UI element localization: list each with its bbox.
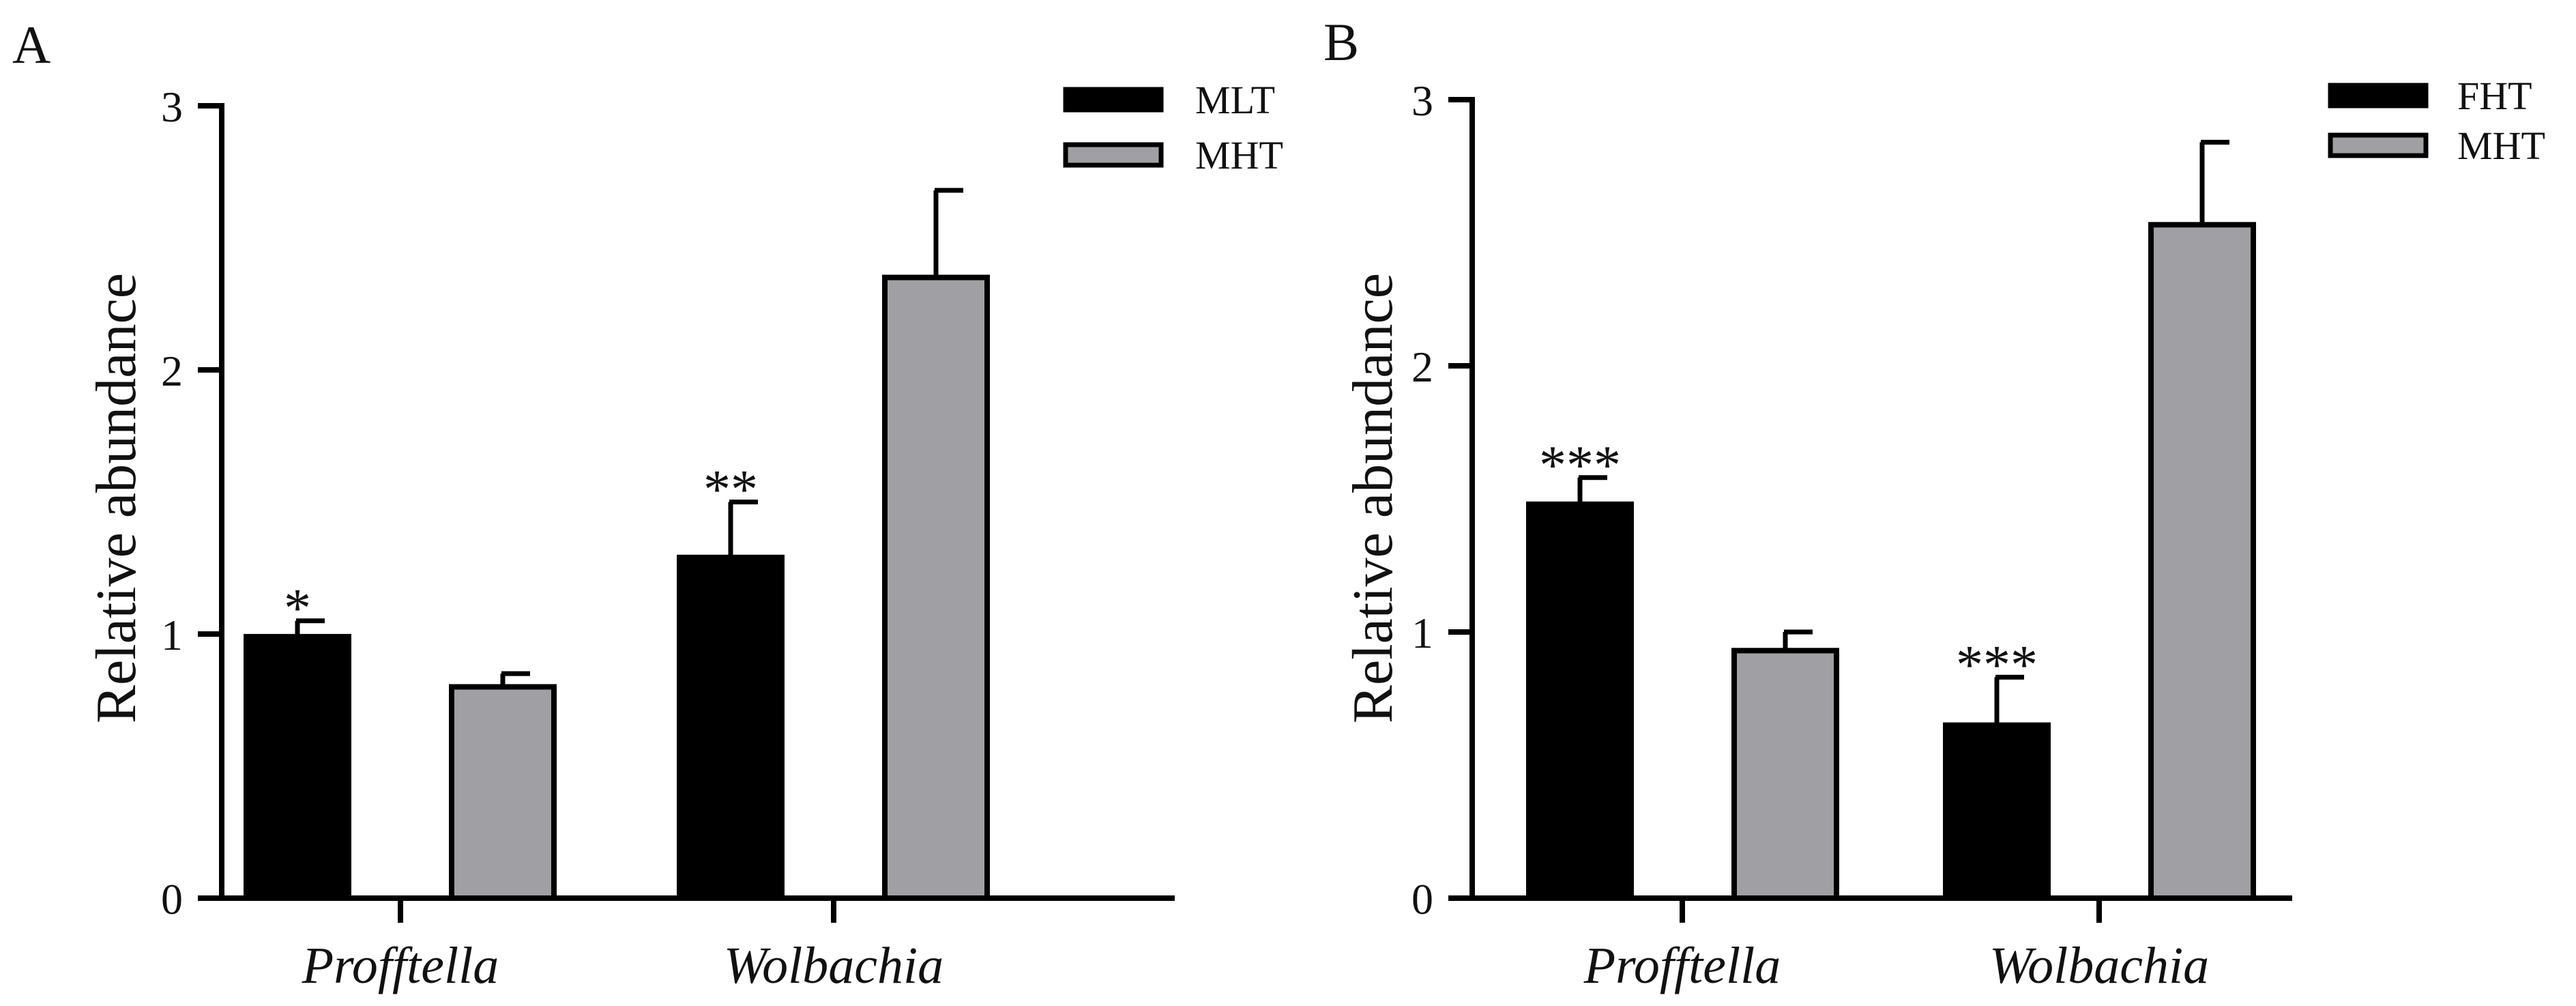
chart-panel-a: A Relative abundance 3 2 1 0 Profftella … [12, 15, 1283, 994]
y-axis-label-b: Relative abundance [1341, 273, 1405, 723]
error-bars-a [295, 188, 963, 687]
bar-b-profftella-mht [1731, 648, 1839, 901]
y-axis-b: 3 2 1 0 [1411, 76, 1475, 923]
significance-marker-b-wolbachia: *** [1956, 635, 2038, 695]
x-axis-b: Profftella Wolbachia [1469, 895, 2292, 994]
legend-swatch-a-mlt [1063, 87, 1164, 113]
y-tick-label-a-2: 2 [161, 347, 183, 395]
bar-a-profftella-mlt [244, 633, 351, 901]
significance-marker-a-wolbachia: ** [703, 460, 758, 520]
significance-marker-a-profftella: * [284, 579, 311, 639]
y-tick-label-b-0: 0 [1411, 875, 1433, 923]
error-bar-b-profftella-fht [1577, 475, 1607, 504]
y-tick-label-a-1: 1 [161, 611, 183, 659]
y-tick-label-b-1: 1 [1411, 609, 1433, 657]
y-axis-label-a: Relative abundance [85, 273, 148, 723]
bar-b-wolbachia-fht [1943, 722, 2051, 901]
significance-marker-b-profftella: *** [1539, 435, 1621, 495]
error-bar-a-profftella-mlt [295, 618, 325, 637]
x-axis-a: Profftella Wolbachia [219, 895, 1175, 994]
x-tick-label-b-profftella: Profftella [1583, 937, 1781, 994]
bars-a [244, 274, 990, 902]
bar-a-profftella-mht [449, 684, 557, 902]
y-tick-label-b-2: 2 [1411, 343, 1433, 391]
legend-label-b-fht: FHT [2457, 74, 2532, 118]
error-bar-a-profftella-mht [500, 671, 530, 687]
x-tick-label-a-wolbachia: Wolbachia [724, 937, 943, 994]
panel-label-a: A [12, 15, 50, 74]
significance-a: * ** [284, 460, 758, 639]
legend-swatch-a-mht [1063, 142, 1164, 168]
bar-b-profftella-fht [1526, 501, 1634, 901]
legend-swatch-b-mht [2328, 132, 2429, 158]
error-bar-a-wolbachia-mht [933, 188, 963, 278]
panel-label-b: B [1323, 12, 1359, 72]
legend-a: MLT MHT [1063, 78, 1283, 177]
x-tick-label-b-wolbachia: Wolbachia [1989, 937, 2209, 994]
legend-label-a-mlt: MLT [1195, 78, 1275, 122]
legend-b: FHT MHT [2328, 74, 2545, 168]
y-tick-label-b-3: 3 [1411, 76, 1433, 125]
significance-b: *** *** [1539, 435, 2038, 695]
x-tick-label-a-profftella: Profftella [302, 937, 499, 994]
y-tick-label-a-0: 0 [161, 875, 183, 923]
bar-a-wolbachia-mlt [677, 554, 785, 902]
error-bar-b-profftella-mht [1783, 629, 1813, 651]
legend-swatch-b-fht [2328, 83, 2429, 109]
chart-panel-b: B Relative abundance 3 2 1 0 Profftella … [1323, 12, 2545, 994]
y-tick-label-a-3: 3 [161, 83, 183, 131]
legend-label-a-mht: MHT [1195, 133, 1283, 177]
error-bar-a-wolbachia-mlt [728, 500, 758, 558]
error-bar-b-wolbachia-fht [1994, 674, 2024, 725]
legend-label-b-mht: MHT [2457, 124, 2545, 168]
bar-b-wolbachia-mht [2148, 222, 2256, 901]
error-bar-b-wolbachia-mht [2199, 139, 2229, 225]
y-axis-a: 3 2 1 0 [161, 83, 224, 923]
error-bars-b [1577, 139, 2229, 725]
bars-b [1526, 222, 2256, 901]
bar-a-wolbachia-mht [882, 274, 990, 901]
